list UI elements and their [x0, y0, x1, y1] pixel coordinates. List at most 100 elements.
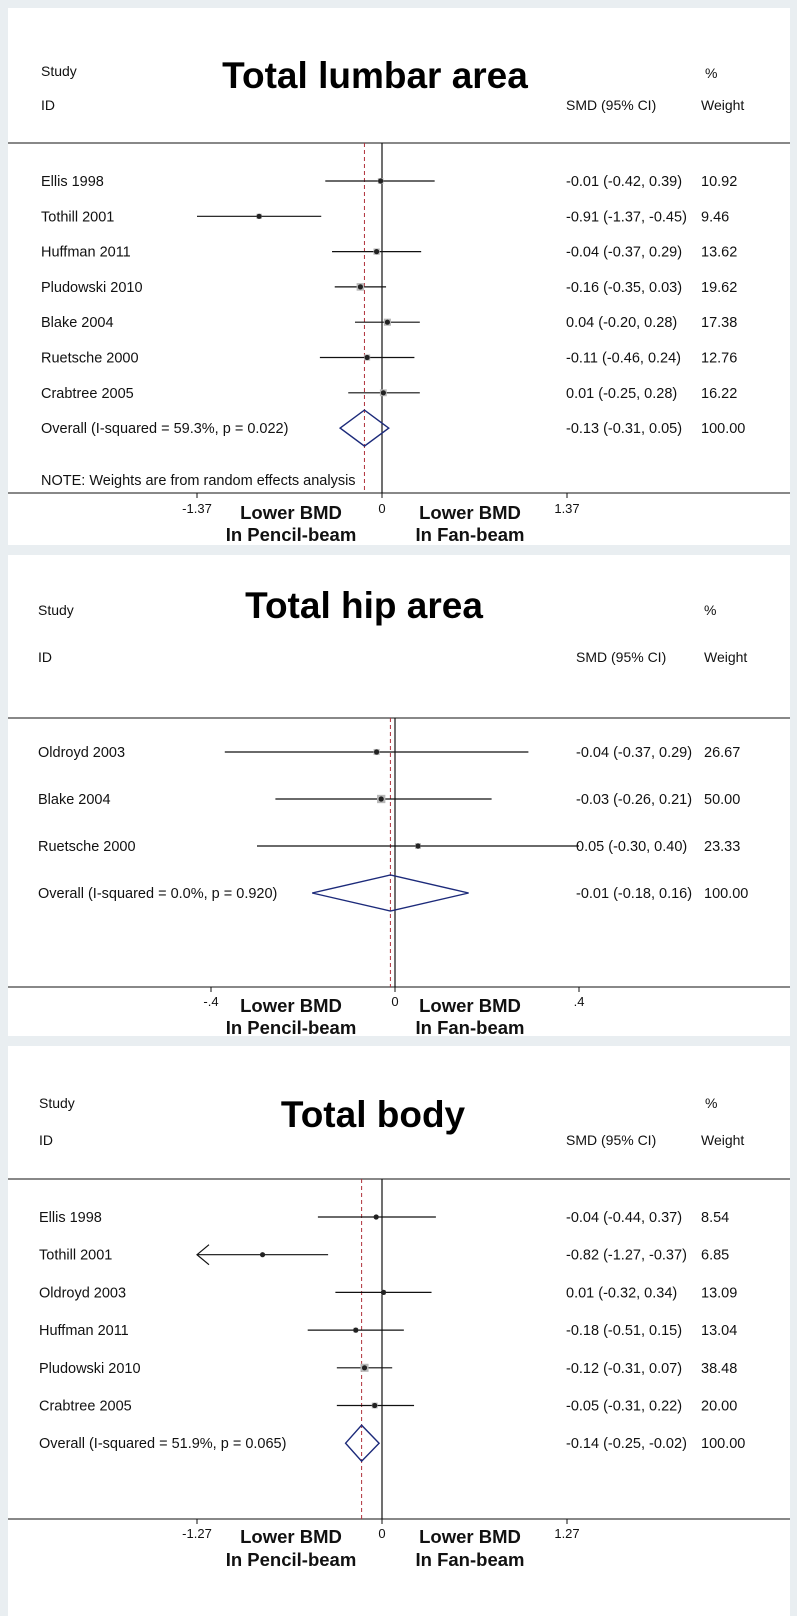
study-ci-text: -0.04 (-0.44, 0.37) [566, 1210, 682, 1226]
study-ci-text: 0.04 (-0.20, 0.28) [566, 315, 677, 331]
study-point [380, 1289, 387, 1295]
study-weight-text: 26.67 [704, 745, 740, 761]
header-weight: Weight [701, 1132, 744, 1148]
study-label: Crabtree 2005 [41, 386, 134, 402]
study-point [415, 843, 421, 849]
study-weight-text: 13.62 [701, 245, 737, 261]
study-point [378, 796, 384, 802]
overall-diamond [344, 1424, 381, 1463]
study-point [372, 1402, 378, 1409]
overall-ci-text: -0.01 (-0.18, 0.16) [576, 886, 692, 902]
x-tick-label: -.4 [203, 994, 218, 1009]
x-tick-label: -1.27 [182, 1526, 212, 1541]
study-point [353, 1327, 359, 1333]
direction-label-right-line2: In Fan-beam [416, 1549, 525, 1570]
overall-label: Overall (I-squared = 51.9%, p = 0.065) [39, 1436, 286, 1452]
direction-label-left-line2: In Pencil-beam [226, 1549, 357, 1570]
direction-label-right-line1: Lower BMD [419, 995, 521, 1016]
study-point [384, 319, 391, 325]
study-ci-text: -0.03 (-0.26, 0.21) [576, 792, 692, 808]
study-label: Pludowski 2010 [39, 1361, 141, 1377]
header-effect: SMD (95% CI) [566, 1132, 656, 1148]
study-ci-text: 0.01 (-0.25, 0.28) [566, 386, 677, 402]
x-tick-label: 0 [378, 501, 385, 516]
overall-weight-text: 100.00 [701, 421, 745, 437]
overall-ci-text: -0.14 (-0.25, -0.02) [566, 1436, 687, 1452]
chart-title: Total hip area [245, 585, 483, 626]
study-label: Ruetsche 2000 [41, 351, 139, 367]
header-percent: % [704, 602, 716, 618]
study-weight-text: 20.00 [701, 1399, 737, 1415]
study-label: Pludowski 2010 [41, 280, 143, 296]
direction-label-left-line1: Lower BMD [240, 995, 342, 1016]
x-tick-label: -1.37 [182, 501, 212, 516]
study-ci-text: -0.82 (-1.27, -0.37) [566, 1248, 687, 1264]
study-weight-text: 12.76 [701, 351, 737, 367]
study-ci-text: -0.12 (-0.31, 0.07) [566, 1361, 682, 1377]
study-point [364, 354, 370, 361]
header-study: Study [41, 63, 77, 79]
study-ci-text: -0.01 (-0.42, 0.39) [566, 174, 682, 190]
study-point [259, 1252, 266, 1258]
header-effect: SMD (95% CI) [566, 97, 656, 113]
study-point [361, 1365, 368, 1371]
study-ci-text: -0.04 (-0.37, 0.29) [566, 245, 682, 261]
forest-panel-hip: Total hip area Study ID SMD (95% CI)% Weight… [8, 555, 790, 1038]
study-ci-text: -0.11 (-0.46, 0.24) [566, 351, 681, 367]
direction-label-left-line1: Lower BMD [240, 502, 342, 523]
overall-ci-text: -0.13 (-0.31, 0.05) [566, 421, 682, 437]
direction-label-right-line1: Lower BMD [419, 1526, 521, 1547]
study-ci-text: -0.04 (-0.37, 0.29) [576, 745, 692, 761]
chart-title: Total lumbar area [222, 55, 528, 96]
x-tick-label: 1.37 [554, 501, 579, 516]
header-percent: % [705, 65, 717, 81]
study-point [373, 1214, 379, 1220]
direction-label-left-line2: In Pencil-beam [226, 524, 357, 545]
study-point [357, 284, 363, 290]
study-label: Huffman 2011 [41, 245, 131, 261]
study-weight-text: 23.33 [704, 839, 740, 855]
direction-label-right-line2: In Fan-beam [416, 524, 525, 545]
study-ci-text: -0.05 (-0.31, 0.22) [566, 1399, 682, 1415]
study-label: Tothill 2001 [41, 209, 114, 225]
study-weight-text: 13.04 [701, 1323, 737, 1339]
study-label: Blake 2004 [41, 315, 114, 331]
study-label: Ellis 1998 [39, 1210, 102, 1226]
header-weight: Weight [704, 649, 747, 665]
study-point [373, 249, 380, 255]
forest-plot-hip: Total hip area Study ID SMD (95% CI)% Weight… [8, 585, 790, 1038]
study-weight-text: 50.00 [704, 792, 740, 808]
study-point [378, 178, 384, 184]
study-ci-text: -0.16 (-0.35, 0.03) [566, 280, 682, 296]
study-weight-text: 13.09 [701, 1285, 737, 1301]
study-weight-text: 8.54 [701, 1210, 729, 1226]
header-id: ID [39, 1132, 53, 1148]
direction-label-left-line2: In Pencil-beam [226, 1017, 357, 1038]
header-percent: % [705, 1095, 717, 1111]
direction-label-left-line1: Lower BMD [240, 1526, 342, 1547]
study-weight-text: 9.46 [701, 209, 729, 225]
study-label: Crabtree 2005 [39, 1399, 132, 1415]
x-tick-label: 0 [378, 1526, 385, 1541]
x-tick-label: .4 [574, 994, 585, 1009]
study-label: Huffman 2011 [39, 1323, 129, 1339]
direction-label-right-line1: Lower BMD [419, 502, 521, 523]
study-ci-text: -0.91 (-1.37, -0.45) [566, 209, 687, 225]
study-label: Oldroyd 2003 [38, 745, 125, 761]
study-label: Ellis 1998 [41, 174, 104, 190]
overall-weight-text: 100.00 [704, 886, 748, 902]
weights-note: NOTE: Weights are from random effects an… [41, 473, 356, 489]
study-weight-text: 10.92 [701, 174, 737, 190]
study-weight-text: 19.62 [701, 280, 737, 296]
forest-plot-body: Total body Study ID SMD (95% CI)% Weight Elli… [8, 1094, 790, 1570]
study-label: Tothill 2001 [39, 1248, 112, 1264]
overall-label: Overall (I-squared = 59.3%, p = 0.022) [41, 421, 288, 437]
overall-label: Overall (I-squared = 0.0%, p = 0.920) [38, 886, 277, 902]
study-weight-text: 17.38 [701, 315, 737, 331]
study-ci-text: -0.18 (-0.51, 0.15) [566, 1323, 682, 1339]
header-id: ID [41, 97, 55, 113]
header-effect: SMD (95% CI) [576, 649, 666, 665]
header-study: Study [39, 1095, 75, 1111]
study-point [374, 749, 380, 755]
study-weight-text: 6.85 [701, 1248, 729, 1264]
